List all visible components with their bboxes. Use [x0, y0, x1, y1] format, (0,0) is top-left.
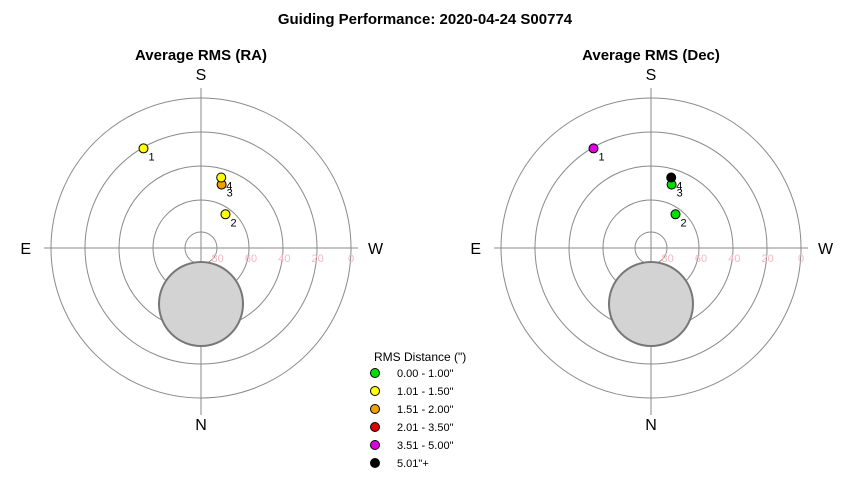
- compass-west: W: [818, 241, 834, 258]
- data-point-label: 4: [226, 181, 232, 193]
- compass-west: W: [368, 241, 384, 258]
- altitude-tick-label: 80: [662, 253, 674, 265]
- legend: RMS Distance (") 0.00 - 1.00" 1.01 - 1.50…: [370, 350, 466, 470]
- altitude-tick-label: 40: [278, 253, 290, 265]
- legend-item-label: 1.01 - 1.50": [397, 386, 454, 398]
- meridian-disc: [608, 261, 694, 347]
- legend-marker: [370, 404, 380, 414]
- data-point-label: 4: [676, 181, 682, 193]
- legend-marker: [370, 422, 380, 432]
- compass-south: S: [646, 67, 657, 84]
- polar-plot-dec: Average RMS (Dec) S N E W 80 60 40 20 0 1 2 34: [470, 47, 834, 434]
- legend-item-label: 5.01"+: [397, 458, 429, 470]
- legend-item-label: 2.01 - 3.50": [397, 422, 454, 434]
- data-point-label: 2: [680, 217, 686, 229]
- plot-subtitle: Average RMS (RA): [135, 47, 267, 64]
- compass-south: S: [196, 67, 207, 84]
- legend-marker: [370, 440, 380, 450]
- legend-marker: [370, 458, 380, 468]
- data-point-label: 2: [230, 217, 236, 229]
- data-point: [670, 209, 681, 220]
- altitude-tick-label: 60: [695, 253, 707, 265]
- compass-east: E: [470, 241, 481, 258]
- altitude-tick-label: 60: [245, 253, 257, 265]
- data-point: [220, 209, 231, 220]
- data-point-label: 1: [599, 151, 605, 163]
- figure-title: Guiding Performance: 2020-04-24 S00774: [278, 11, 573, 28]
- legend-item-label: 0.00 - 1.00": [397, 368, 454, 380]
- altitude-tick-label: 20: [762, 253, 774, 265]
- data-point: [138, 143, 149, 154]
- legend-item-label: 1.51 - 2.00": [397, 404, 454, 416]
- compass-north: N: [645, 417, 657, 434]
- legend-item-label: 3.51 - 5.00": [397, 440, 454, 452]
- altitude-tick-label: 80: [212, 253, 224, 265]
- polar-plot-ra: Average RMS (RA) S N E W 80 60 40 20 0 1 2 34: [20, 47, 384, 434]
- altitude-tick-label: 20: [312, 253, 324, 265]
- data-point-label: 1: [149, 151, 155, 163]
- data-point-label: 3: [227, 188, 233, 200]
- meridian-disc: [158, 261, 244, 347]
- altitude-tick-label: 0: [798, 253, 804, 265]
- data-point-label: 3: [677, 188, 683, 200]
- altitude-tick-label: 40: [728, 253, 740, 265]
- legend-title: RMS Distance ("): [374, 350, 466, 364]
- altitude-tick-label: 0: [348, 253, 354, 265]
- data-point: [666, 172, 677, 183]
- compass-north: N: [195, 417, 207, 434]
- legend-marker: [370, 386, 380, 396]
- legend-marker: [370, 368, 380, 378]
- plot-subtitle: Average RMS (Dec): [582, 47, 720, 64]
- data-point: [216, 172, 227, 183]
- data-point: [588, 143, 599, 154]
- compass-east: E: [20, 241, 31, 258]
